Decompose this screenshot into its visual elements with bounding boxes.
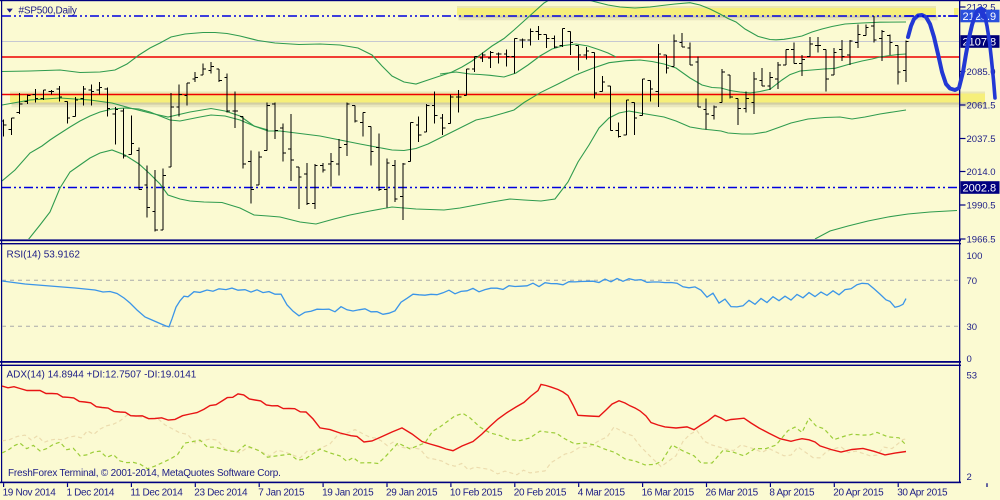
svg-text:7 Jan 2015: 7 Jan 2015 — [258, 488, 305, 499]
svg-text:ADX(14) 14.8944 +DI:12.7507 -D: ADX(14) 14.8944 +DI:12.7507 -DI:19.0141 — [7, 370, 197, 381]
svg-text:19 Nov 2014: 19 Nov 2014 — [3, 488, 57, 499]
svg-text:FreshForex Terminal, © 2001-20: FreshForex Terminal, © 2001-2014, MetaQu… — [8, 468, 281, 479]
svg-text:23 Dec 2014: 23 Dec 2014 — [194, 488, 248, 499]
svg-text:11 Dec 2014: 11 Dec 2014 — [130, 488, 183, 499]
svg-text:0: 0 — [967, 354, 972, 365]
svg-text:2037.5: 2037.5 — [967, 134, 996, 145]
svg-text:4 Mar 2015: 4 Mar 2015 — [578, 488, 626, 499]
svg-text:2014.0: 2014.0 — [967, 167, 996, 178]
svg-text:#SP500,Daily: #SP500,Daily — [19, 5, 77, 16]
svg-text:1990.5: 1990.5 — [967, 201, 996, 212]
svg-text:53: 53 — [967, 371, 978, 382]
svg-text:100: 100 — [967, 251, 983, 262]
svg-text:30 Apr 2015: 30 Apr 2015 — [897, 488, 948, 499]
svg-text:26 Mar 2015: 26 Mar 2015 — [706, 488, 759, 499]
svg-text:10 Feb 2015: 10 Feb 2015 — [450, 488, 503, 499]
svg-text:2085.0: 2085.0 — [967, 67, 996, 78]
svg-text:29 Jan 2015: 29 Jan 2015 — [386, 488, 438, 499]
svg-text:20 Apr 2015: 20 Apr 2015 — [833, 488, 884, 499]
svg-text:1966.5: 1966.5 — [967, 235, 996, 246]
svg-text:2002.8: 2002.8 — [963, 183, 997, 195]
svg-text:70: 70 — [967, 276, 978, 287]
svg-text:30: 30 — [967, 322, 978, 333]
svg-text:20 Feb 2015: 20 Feb 2015 — [514, 488, 567, 499]
svg-text:1 Dec 2014: 1 Dec 2014 — [67, 488, 115, 499]
svg-text:2125.9: 2125.9 — [963, 11, 997, 23]
svg-text:RSI(14) 53.9162: RSI(14) 53.9162 — [7, 250, 81, 261]
svg-text:8 Apr 2015: 8 Apr 2015 — [769, 488, 815, 499]
svg-text:2: 2 — [967, 472, 972, 483]
svg-text:19 Jan 2015: 19 Jan 2015 — [322, 488, 374, 499]
svg-text:16 Mar 2015: 16 Mar 2015 — [642, 488, 695, 499]
svg-text:2061.5: 2061.5 — [967, 101, 996, 112]
